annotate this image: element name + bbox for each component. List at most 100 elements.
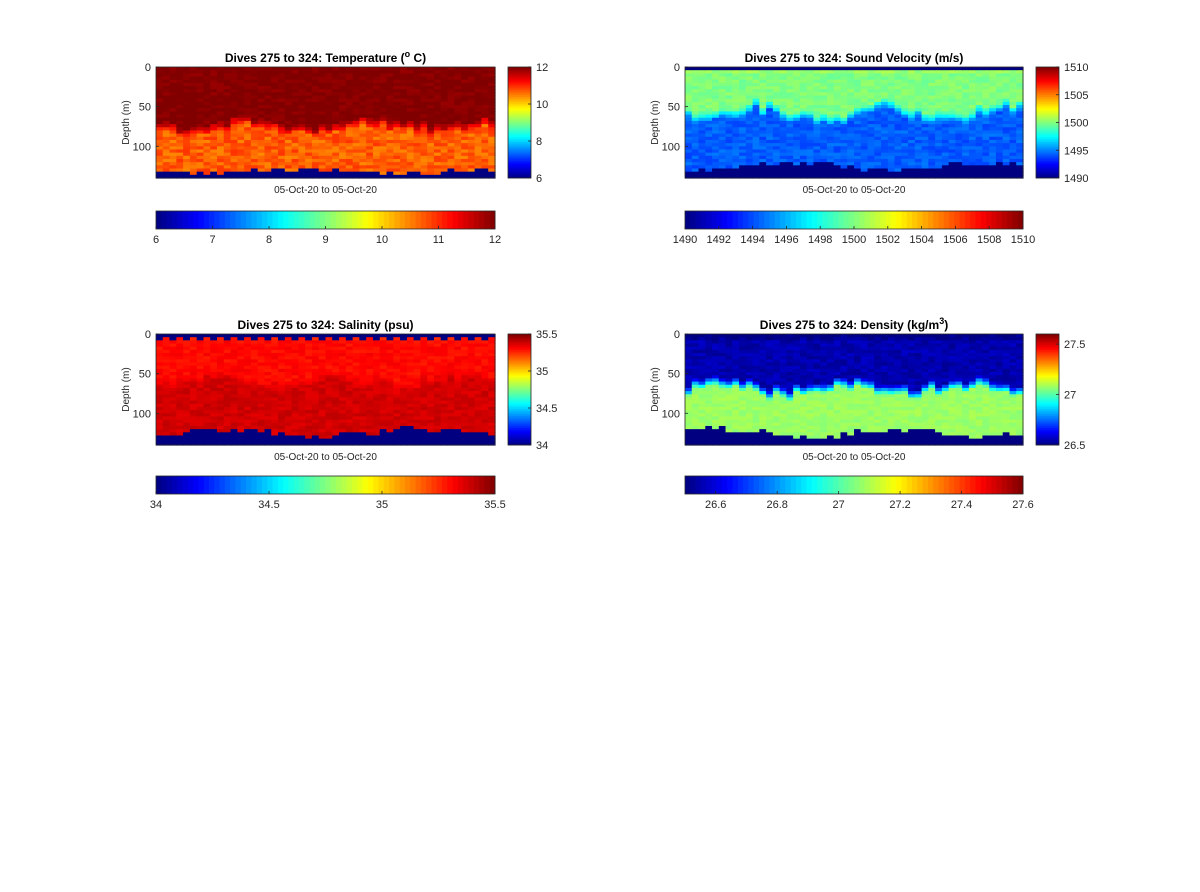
heatmap-cell (1016, 101, 1024, 106)
heatmap-cell (162, 130, 171, 135)
heatmap-cell (427, 174, 435, 179)
heatmap-cell (962, 149, 970, 154)
heatmap-cell (230, 136, 238, 141)
heatmap-cell (847, 70, 855, 74)
heatmap-cell (467, 82, 476, 87)
heatmap-cell (203, 343, 211, 348)
heatmap-cell (169, 70, 177, 74)
heatmap-cell (325, 155, 333, 160)
heatmap-cell (318, 435, 327, 440)
heatmap-cell (400, 133, 408, 138)
heatmap-cell (284, 356, 293, 360)
heatmap-cell (779, 70, 787, 74)
heatmap-cell (223, 130, 232, 135)
heatmap-cell (183, 76, 191, 81)
heatmap-cell (427, 114, 435, 119)
heatmap-cell (332, 368, 340, 373)
heatmap-cell (941, 146, 950, 151)
heatmap-cell (995, 98, 1004, 103)
heatmap-cell (732, 86, 740, 90)
heatmap-cell (169, 73, 177, 78)
heatmap-cell (264, 155, 272, 160)
colorbar-segment (277, 211, 284, 229)
heatmap-cell (854, 79, 862, 84)
heatmap-cell (962, 86, 970, 90)
heatmap-cell (786, 158, 794, 163)
heatmap-cell (786, 76, 794, 81)
heatmap-cell (833, 111, 842, 116)
heatmap-cell (203, 152, 211, 157)
heatmap-cell (745, 168, 754, 173)
heatmap-cell (332, 162, 340, 166)
heatmap-cell (230, 372, 238, 376)
heatmap-cell (223, 419, 232, 424)
heatmap-cell (189, 165, 198, 170)
heatmap-cell (413, 124, 422, 128)
heatmap-cell (169, 365, 177, 370)
heatmap-cell (339, 158, 347, 163)
heatmap-cell (196, 120, 205, 125)
heatmap-cell (799, 86, 808, 90)
colorbar-segment (1036, 129, 1059, 132)
heatmap-cell (467, 79, 476, 84)
heatmap-cell (806, 98, 815, 103)
colorbar-segment (1036, 112, 1059, 115)
heatmap-cell (278, 117, 286, 122)
colorbar-segment (906, 211, 913, 229)
heatmap-cell (305, 410, 313, 414)
heatmap-cell (257, 384, 266, 389)
heatmap-cell (325, 441, 333, 446)
heatmap-cell (454, 73, 462, 78)
heatmap-cell (968, 165, 977, 170)
heatmap-cell (1002, 133, 1011, 138)
heatmap-cell (766, 136, 774, 141)
heatmap-cell (772, 158, 781, 163)
heatmap-cell (189, 89, 198, 93)
heatmap-cell (230, 349, 238, 354)
heatmap-cell (271, 416, 279, 421)
heatmap-cell (264, 171, 272, 176)
heatmap-cell (712, 67, 720, 71)
heatmap-cell (718, 111, 727, 116)
heatmap-cell (278, 152, 286, 157)
heatmap-cell (427, 73, 435, 78)
heatmap-cell (332, 149, 340, 154)
heatmap-cell (867, 117, 875, 122)
heatmap-cell (779, 111, 787, 116)
heatmap-cell (339, 343, 347, 348)
heatmap-cell (948, 133, 956, 138)
heatmap-cell (318, 152, 327, 157)
heatmap-cell (725, 105, 733, 109)
heatmap-cell (284, 139, 293, 144)
heatmap-cell (284, 432, 293, 437)
heatmap-cell (887, 130, 896, 135)
heatmap-cell (230, 171, 238, 176)
heatmap-cell (867, 133, 875, 138)
heatmap-cell (975, 76, 984, 81)
heatmap-cell (223, 441, 232, 446)
colorbar-bottom-tick-label: 1494 (740, 234, 764, 246)
heatmap-cell (745, 174, 754, 179)
heatmap-cell (305, 403, 313, 408)
heatmap-cell (237, 76, 245, 81)
heatmap-cell (826, 117, 835, 122)
heatmap-cell (447, 168, 455, 173)
heatmap-cell (745, 143, 754, 147)
heatmap-cell (481, 79, 489, 84)
heatmap-cell (386, 76, 394, 81)
heatmap-cell (223, 381, 232, 386)
heatmap-cell (698, 127, 706, 132)
heatmap-cell (806, 101, 815, 106)
heatmap-cell (203, 362, 211, 367)
heatmap-cell (881, 171, 889, 176)
heatmap-cell (223, 429, 232, 433)
heatmap-cell (1009, 108, 1017, 112)
heatmap-cell (766, 95, 774, 100)
heatmap-cell (685, 73, 693, 78)
heatmap-cell (759, 124, 767, 128)
colorbar-segment (283, 211, 289, 229)
heatmap-cell (284, 70, 293, 74)
heatmap-cell (345, 171, 354, 176)
heatmap-cell (217, 397, 225, 402)
heatmap-cell (935, 165, 943, 170)
